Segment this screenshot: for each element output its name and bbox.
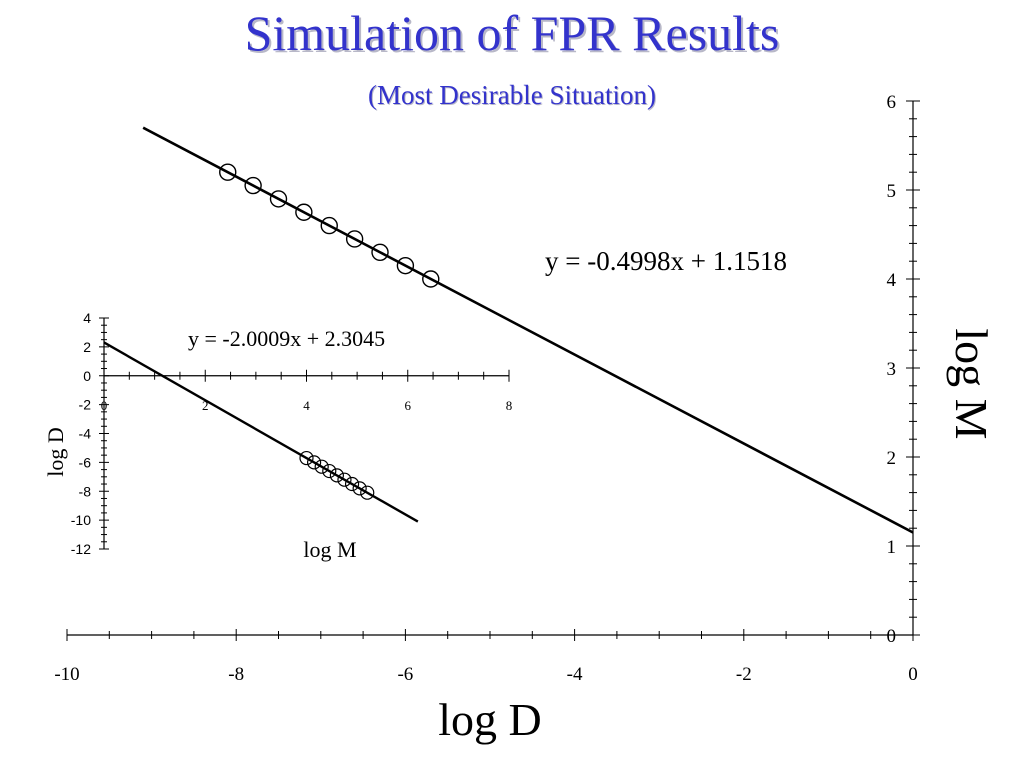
inset-y-tick-label: -6 [79, 454, 92, 470]
inset-y-tick-label: 0 [83, 368, 91, 384]
inset-x-tick-label: 4 [303, 398, 310, 413]
inset-x-tick-label: 0 [101, 398, 108, 413]
inset-data-point [352, 481, 367, 496]
x-tick-label: -4 [567, 664, 583, 685]
x-tick-label: -6 [397, 664, 413, 685]
inset-data-point [299, 450, 314, 466]
inset-data-point [322, 463, 337, 479]
data-point [422, 270, 440, 288]
slide-title: Simulation of FPR Results [244, 5, 780, 61]
x-tick-label: 0 [908, 664, 918, 685]
data-point [295, 203, 313, 221]
data-point [396, 256, 415, 275]
fit-equation: y = -0.4998x + 1.1518 [545, 246, 787, 276]
y-axis-label: log M [946, 328, 997, 439]
y-tick-label: 4 [887, 270, 897, 291]
inset-data-point [337, 472, 352, 487]
x-axis-label: log D [438, 694, 542, 745]
inset-x-tick-label: 2 [202, 398, 209, 413]
inset-y-tick-label: -8 [79, 483, 92, 499]
inset-y-tick-label: -10 [71, 512, 91, 528]
inset-y-tick-label: 4 [83, 310, 91, 326]
inset-chart: 0 2 4 6 8 4 2 0 -2 -4 -6 -8 -10 -12 y = -2.0009x + 2.3… [43, 310, 512, 562]
slide-subtitle: (Most Desirable Situation) [368, 80, 656, 110]
x-tick-label: -10 [54, 664, 79, 685]
inset-fit-equation: y = -2.0009x + 2.3045 [188, 326, 385, 351]
inset-fit-line [103, 341, 419, 523]
inset-data-point [329, 468, 344, 483]
inset-y-tick-label: 2 [83, 339, 91, 355]
inset-data-point [314, 459, 329, 474]
data-point [269, 190, 288, 208]
inset-y-tick-label: -2 [79, 397, 92, 413]
y-tick-label: 1 [887, 537, 897, 558]
inset-x-tick-label: 6 [405, 398, 412, 413]
inset-data-point [344, 476, 360, 492]
inset-y-tick-label: -4 [79, 426, 92, 442]
data-point [244, 176, 262, 195]
y-tick-label: 5 [887, 181, 897, 202]
inset-y-axis-label: log D [43, 427, 68, 477]
x-tick-label: -2 [736, 664, 752, 685]
inset-y-tick-label: -12 [71, 541, 91, 557]
y-tick-label: 0 [887, 626, 897, 647]
data-point [345, 230, 364, 248]
data-point [320, 216, 338, 235]
x-tick-label: -8 [228, 664, 244, 685]
inset-x-axis-label: log M [303, 537, 356, 562]
data-point [219, 163, 237, 181]
data-point [371, 243, 389, 262]
y-tick-label: 6 [887, 92, 897, 113]
inset-data-point [360, 485, 375, 500]
inset-data-point [306, 455, 322, 470]
inset-x-tick-label: 8 [506, 398, 513, 413]
y-tick-label: 2 [887, 448, 897, 469]
y-tick-label: 3 [887, 359, 897, 380]
